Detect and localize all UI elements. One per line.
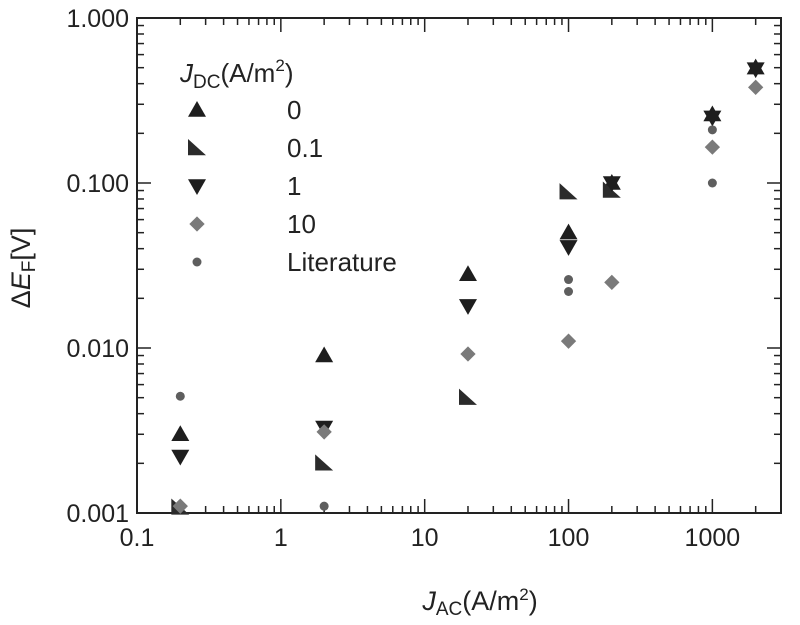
- legend-item: 0: [188, 95, 301, 125]
- data-point: [564, 275, 574, 285]
- x-tick-label: 1000: [685, 524, 741, 552]
- data-markers: [171, 58, 765, 515]
- data-point: [316, 424, 332, 440]
- y-tick-label: 0.100: [66, 170, 129, 198]
- y-tick-label: 0.010: [66, 335, 129, 363]
- legend-label: 0: [287, 95, 301, 125]
- legend-item: 10: [189, 209, 316, 239]
- legend-label: 10: [287, 209, 316, 239]
- x-axis-title: JAC(A/m2): [421, 585, 537, 620]
- data-point: [602, 176, 621, 192]
- data-point: [171, 425, 190, 442]
- series-circle: [175, 125, 717, 511]
- data-point: [458, 388, 477, 405]
- legend-marker: [188, 101, 206, 117]
- legend-item: 0.1: [188, 133, 323, 163]
- x-tick-label: 1: [274, 524, 288, 552]
- data-point: [315, 346, 334, 363]
- legend-title: JDC(A/m2): [179, 56, 293, 93]
- x-tick-label: 10: [411, 524, 439, 552]
- legend-marker: [188, 179, 206, 195]
- data-point: [748, 79, 764, 95]
- data-point: [175, 391, 185, 401]
- data-point: [707, 125, 717, 135]
- data-point: [559, 223, 578, 240]
- data-point: [707, 178, 717, 188]
- data-point: [564, 287, 574, 297]
- data-point: [319, 501, 329, 511]
- legend-marker: [188, 139, 206, 156]
- legend-label: 0.1: [287, 133, 323, 163]
- series-diamond: [172, 79, 764, 514]
- x-tick-label: 0.1: [120, 524, 155, 552]
- y-axis: 0.001 0.010 0.100 1.000: [66, 5, 781, 528]
- legend-marker: [192, 257, 202, 267]
- data-point: [746, 62, 765, 79]
- data-point: [458, 299, 477, 315]
- data-point: [560, 333, 577, 349]
- y-tick-label: 0.001: [66, 500, 129, 528]
- y-axis-title: ΔEF[V]: [6, 228, 40, 309]
- legend-marker: [189, 216, 205, 232]
- plot-area: [136, 17, 782, 514]
- data-point: [604, 274, 620, 290]
- x-tick-label: 100: [548, 524, 590, 552]
- data-point: [703, 110, 722, 127]
- data-point: [171, 449, 190, 466]
- data-point: [559, 240, 578, 256]
- data-point: [704, 139, 721, 155]
- legend-label: Literature: [287, 247, 397, 277]
- legend-label: 1: [287, 171, 301, 201]
- x-axis: 0.1 1 10 100 1000: [120, 18, 782, 552]
- data-point: [559, 183, 578, 200]
- legend-item: Literature: [192, 247, 397, 277]
- data-point: [458, 265, 477, 281]
- legend-item: 1: [188, 171, 301, 201]
- series-triangle-down: [171, 62, 765, 466]
- legend: 0 0.1 1 10 Literature: [188, 95, 397, 277]
- data-point: [172, 498, 188, 514]
- plot-frame: [136, 17, 782, 514]
- y-tick-label: 1.000: [66, 5, 129, 33]
- data-point: [315, 454, 334, 471]
- data-point: [460, 346, 476, 362]
